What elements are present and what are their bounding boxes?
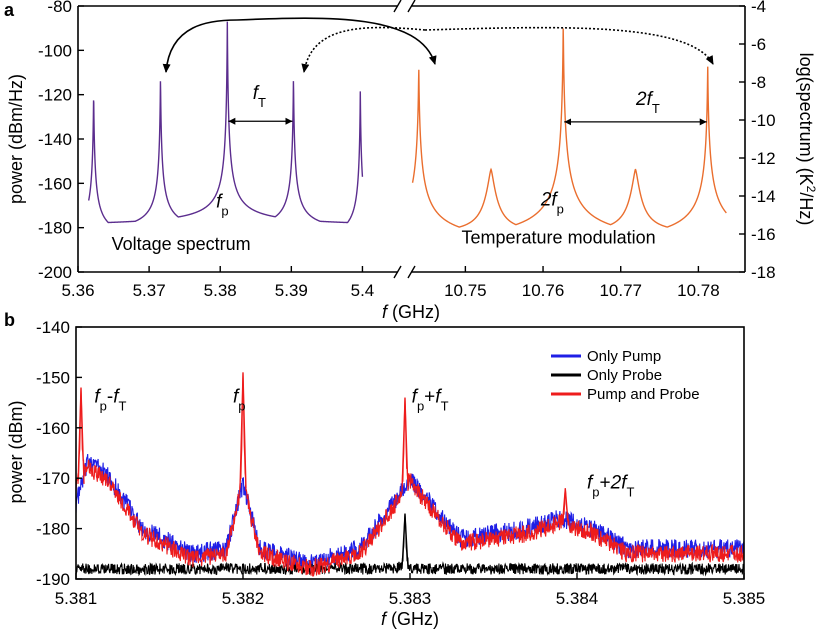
spectrum-label-0: Voltage spectrum — [112, 234, 251, 254]
panel-b-annotation-2: fp+fT — [412, 387, 449, 414]
panel-a-x-axis: 5.36 5.37 5.38 5.39 5.4 10.75 10.76 10.77 10.78 — [61, 266, 720, 300]
a-left-tick-label: -100 — [38, 41, 72, 60]
panel-b-letter: b — [4, 310, 15, 330]
panel-a-y-right-label-post: /Hz) — [796, 192, 816, 225]
a-left-tick-label: -180 — [38, 219, 72, 238]
b-x-tick-label: 5.383 — [389, 589, 432, 608]
panel-b-annotation-3: fp+2fT — [587, 472, 634, 499]
axis-break-top — [393, 0, 416, 13]
panel-a: -80 -100 -120 -140 -160 -180 -200 -4 -6 -8 -10 -12… — [6, 0, 818, 322]
a-right-tick-label: -6 — [751, 35, 766, 54]
axis-break-bottom — [393, 265, 416, 279]
panel-a-y-right-label-pre: log(spectrum) (K — [796, 53, 816, 186]
a-left-tick-label: -200 — [38, 263, 72, 282]
panel-a-annotation-1: fp — [216, 192, 229, 219]
a-x-tick-label: 10.75 — [444, 281, 487, 300]
panel-a-annotation-0: fT — [253, 83, 266, 110]
a-right-tick-label: -16 — [751, 225, 776, 244]
b-x-tick-label: 5.382 — [222, 589, 265, 608]
a-right-tick-label: -12 — [751, 149, 776, 168]
legend-label-2: Pump and Probe — [587, 386, 700, 403]
panel-a-x-label: f (GHz) — [382, 302, 440, 322]
series-pump-and-probe-line — [76, 372, 744, 577]
panel-a-letter: a — [4, 0, 15, 20]
panel-b-y-axis: -140 -150 -160 -170 -180 -190 — [36, 318, 82, 589]
voltage-spectrum-line — [87, 21, 364, 224]
b-y-tick-label: -170 — [36, 469, 70, 488]
b-y-tick-label: -190 — [36, 570, 70, 589]
b-y-tick-label: -140 — [36, 318, 70, 337]
b-y-tick-label: -180 — [36, 520, 70, 539]
peak-spike — [401, 513, 409, 569]
a-right-tick-label: -14 — [751, 187, 776, 206]
a-x-tick-label: 10.78 — [677, 281, 720, 300]
panel-b-annotation-0: fp-fT — [94, 387, 126, 414]
panel-b: -140 -150 -160 -170 -180 -190 5.381 5.382 5.383… — [6, 318, 765, 629]
a-left-tick-label: -160 — [38, 174, 72, 193]
a-left-tick-label: -120 — [38, 86, 72, 105]
b-x-tick-label: 5.381 — [55, 589, 98, 608]
b-y-tick-label: -150 — [36, 368, 70, 387]
solid-transfer-arrow-b — [236, 17, 437, 65]
a-right-tick-label: -18 — [751, 263, 776, 282]
panel-b-annotation-1: fp — [233, 387, 246, 414]
legend-label-0: Only Pump — [587, 348, 661, 365]
panel-b-x-label: f (GHz) — [381, 609, 439, 629]
panel-b-x-axis: 5.381 5.382 5.383 5.384 5.385 — [55, 573, 766, 608]
a-left-tick-label: -140 — [38, 130, 72, 149]
peak-spike — [401, 397, 409, 491]
a-x-tick-label: 5.38 — [204, 281, 237, 300]
a-right-tick-label: -8 — [751, 73, 766, 92]
a-x-tick-label: 5.4 — [351, 281, 375, 300]
a-x-tick-label: 10.77 — [599, 281, 642, 300]
a-right-tick-label: -10 — [751, 111, 776, 130]
legend-label-1: Only Probe — [587, 367, 662, 384]
a-right-tick-label: -4 — [751, 0, 766, 16]
a-left-tick-label: -80 — [47, 0, 72, 16]
dotted-transfer-arrow-b — [424, 26, 714, 65]
b-y-tick-label: -160 — [36, 419, 70, 438]
panel-b-legend: Only Pump Only Probe Pump and Probe — [551, 348, 700, 403]
solid-transfer-arrow-a — [162, 19, 238, 73]
peak-spike — [561, 488, 569, 526]
b-x-tick-label: 5.385 — [723, 589, 766, 608]
panel-a-y-right-label: log(spectrum) (K2/Hz) — [796, 53, 818, 226]
b-x-tick-label: 5.384 — [556, 589, 599, 608]
panel-a-annotation-2: 2fT — [635, 89, 660, 116]
series-only-probe-line — [76, 513, 744, 577]
a-x-tick-label: 5.37 — [133, 281, 166, 300]
panel-b-x-label-unit: (GHz) — [386, 609, 439, 629]
panel-a-annotations: fT fp 2fT 2fp Voltage spectrum Temperature mo… — [112, 83, 707, 254]
panel-b-series — [76, 372, 744, 577]
peak-spike — [239, 372, 247, 489]
panel-a-annotation-3: 2fp — [540, 190, 564, 217]
panel-b-y-label: power (dBm) — [6, 400, 26, 503]
panel-a-y-left-label: power (dBm/Hz) — [6, 74, 26, 204]
dotted-transfer-arrow-a — [301, 26, 426, 73]
panel-a-x-label-unit: (GHz) — [387, 302, 440, 322]
a-x-tick-label: 5.36 — [61, 281, 94, 300]
panel-b-annotations: fp-fT fp fp+fT fp+2fT — [94, 387, 634, 499]
panel-a-left-axis: -80 -100 -120 -140 -160 -180 -200 — [38, 0, 84, 282]
a-x-tick-label: 5.39 — [275, 281, 308, 300]
a-x-tick-label: 10.76 — [522, 281, 565, 300]
panel-a-x-label-var: f — [382, 302, 389, 322]
spectrum-label-1: Temperature modulation — [462, 228, 656, 248]
panel-a-right-axis: -4 -6 -8 -10 -12 -14 -16 -18 — [739, 0, 776, 282]
panel-b-x-label-var: f — [381, 609, 388, 629]
temperature-modulation-line — [411, 28, 727, 228]
peak-spike — [77, 387, 85, 484]
panel-a-y-right-label-sup: 2 — [804, 186, 818, 193]
panel-a-series — [87, 21, 727, 228]
